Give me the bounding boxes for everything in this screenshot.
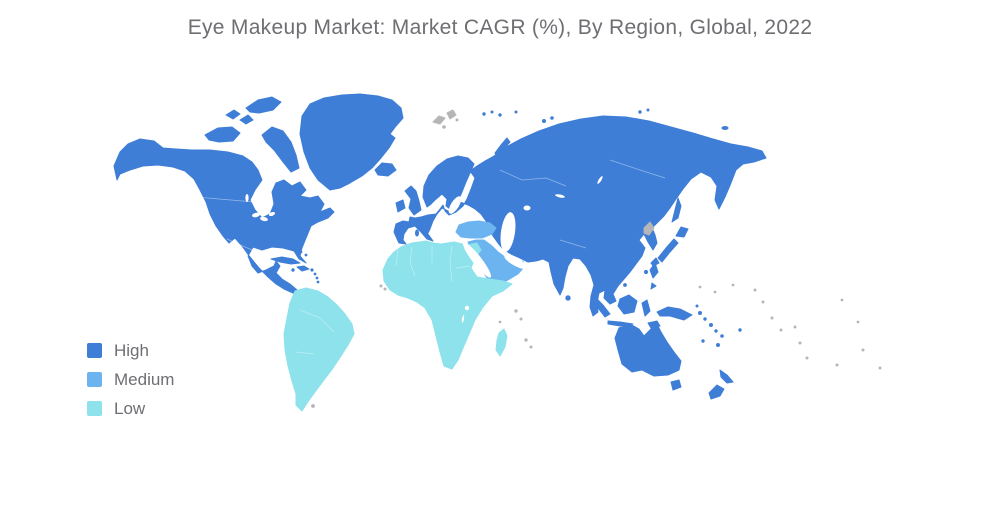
regions-medium [455, 220, 526, 286]
legend-label-low: Low [114, 398, 146, 418]
scandinavia-shape [422, 155, 475, 210]
svalbard-shape [432, 109, 457, 125]
new-zealand-shape [708, 369, 734, 400]
chart-title: Eye Makeup Market: Market CAGR (%), By R… [187, 16, 813, 39]
legend-label-medium: Medium [114, 369, 175, 389]
legend-swatch-low-icon [87, 400, 102, 416]
turkey-shape [455, 220, 497, 239]
regions-high [113, 93, 767, 400]
legend-label-high: High [114, 340, 149, 360]
map-legend: High Medium Low [87, 340, 174, 427]
no-data-island-dots [311, 283, 882, 408]
inland-water [245, 176, 603, 323]
caribbean-shape [270, 256, 310, 272]
madagascar-shape [495, 328, 508, 357]
country-borders [195, 159, 666, 355]
regions-no-data [311, 109, 882, 408]
south-america-shape [283, 287, 355, 412]
north-america-shape [113, 138, 335, 299]
legend-item-high: High [87, 340, 174, 360]
legend-swatch-high-icon [87, 342, 102, 358]
australia-shape [614, 321, 682, 377]
new-guinea-shape [656, 306, 693, 321]
minor-islands-high [291, 108, 742, 347]
legend-swatch-medium-icon [87, 371, 102, 387]
iceland-shape [374, 162, 397, 177]
legend-item-low: Low [87, 398, 174, 418]
tasmania-shape [670, 379, 682, 391]
british-isles-shape [395, 185, 422, 216]
north-korea-shape [643, 221, 655, 236]
greenland-shape [299, 93, 404, 191]
legend-item-medium: Medium [87, 369, 174, 389]
japan-shape [650, 197, 689, 267]
arctic-islands-shape [204, 96, 300, 173]
